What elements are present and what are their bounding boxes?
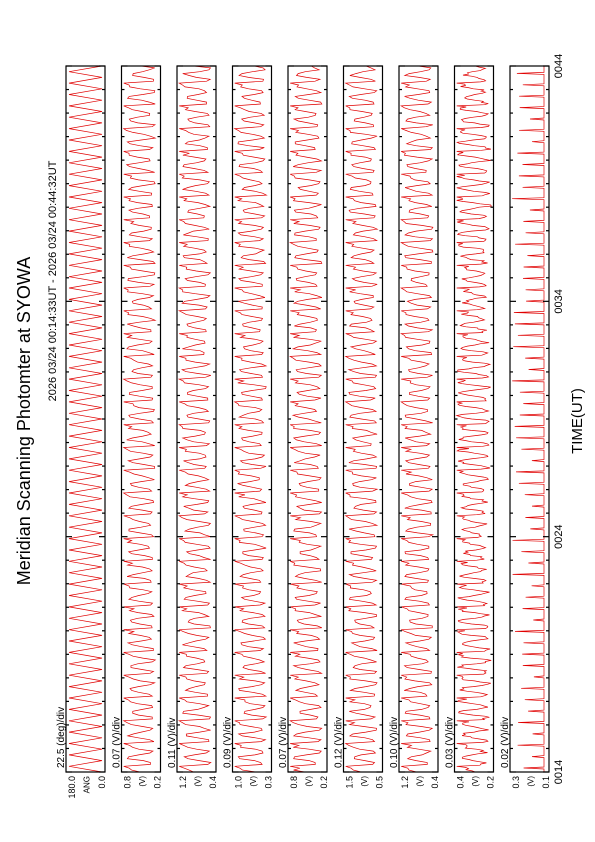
x-tick-label: 0034	[553, 289, 565, 313]
x-tick-label: 0014	[553, 760, 565, 784]
y-unit-label: (V)	[138, 776, 147, 787]
panel-scale-label: 0.10 (V)/div	[389, 717, 400, 768]
y-tick-bottom: 0.4	[208, 776, 218, 789]
y-tick-top: 0.8	[289, 776, 299, 789]
y-unit-label: (V)	[194, 776, 203, 787]
y-tick-bottom: 0.4	[430, 776, 440, 789]
y-tick-top: 1.2	[400, 776, 410, 789]
trace-panel-6	[344, 65, 379, 773]
panel-scale-label: 0.07 (V)/div	[278, 717, 289, 768]
y-tick-top: 0.3	[511, 776, 521, 789]
y-tick-bottom: 0.2	[153, 776, 163, 789]
y-tick-top: 1.5	[345, 776, 355, 789]
panel-scale-label: 0.07 (V)/div	[112, 717, 123, 768]
panel-scale-label: 0.09 (V)/div	[223, 717, 234, 768]
x-tick-label: 0044	[553, 54, 565, 78]
y-tick-bottom: 0.3	[264, 776, 274, 789]
trace-panel-3	[177, 65, 212, 773]
trace-panel-2	[122, 65, 157, 773]
panel-scale-label: 0.03 (V)/div	[445, 717, 456, 768]
y-tick-bottom: 0.2	[486, 776, 496, 789]
panel-scale-label: 0.11 (V)/div	[167, 718, 178, 768]
trace-panel-4	[233, 65, 268, 773]
y-tick-bottom: 0.2	[319, 776, 329, 789]
panel-scale-label: 0.12 (V)/div	[334, 717, 345, 768]
y-unit-label: (V)	[416, 776, 425, 787]
y-tick-top: 0.4	[456, 776, 466, 789]
y-unit-label: (V)	[305, 776, 314, 787]
y-tick-top: 1.0	[234, 776, 244, 789]
y-tick-bottom: 0.0	[97, 776, 107, 789]
x-axis-label: TIME(UT)	[569, 388, 586, 454]
panel-frame	[231, 65, 273, 773]
trace-panel-9	[512, 66, 545, 772]
y-unit-label: (V)	[471, 776, 480, 787]
y-tick-bottom: 0.5	[375, 776, 385, 789]
time-range: 2026 03/24 00:14:33UT - 2026 03/24 00:44…	[47, 160, 59, 401]
panel-scale-label: 22.5 (deg)/div	[56, 707, 67, 768]
chart-title: Meridian Scanning Photomter at SYOWA	[14, 257, 34, 585]
trace-panel-8	[455, 65, 492, 773]
y-tick-top: 0.8	[123, 776, 133, 789]
panel-frame	[65, 65, 106, 773]
panel-scale-label: 0.02 (V)/div	[500, 717, 511, 768]
panel-frame	[176, 65, 217, 773]
trace-panel-7	[400, 65, 435, 773]
trace-panel-1	[68, 65, 103, 773]
y-unit-label: (V)	[360, 776, 369, 787]
x-tick-label: 0024	[553, 524, 565, 548]
y-unit-label: ANG	[83, 776, 92, 793]
x-tick-labels: 0014 0024 0034 0044	[553, 54, 565, 784]
y-unit-label: (V)	[527, 776, 536, 787]
y-unit-label: (V)	[249, 776, 258, 787]
y-tick-bottom: 0.1	[541, 776, 551, 789]
y-tick-top: 180.0	[67, 776, 77, 799]
y-tick-top: 1.2	[178, 776, 188, 789]
trace-panel-5	[288, 65, 323, 773]
